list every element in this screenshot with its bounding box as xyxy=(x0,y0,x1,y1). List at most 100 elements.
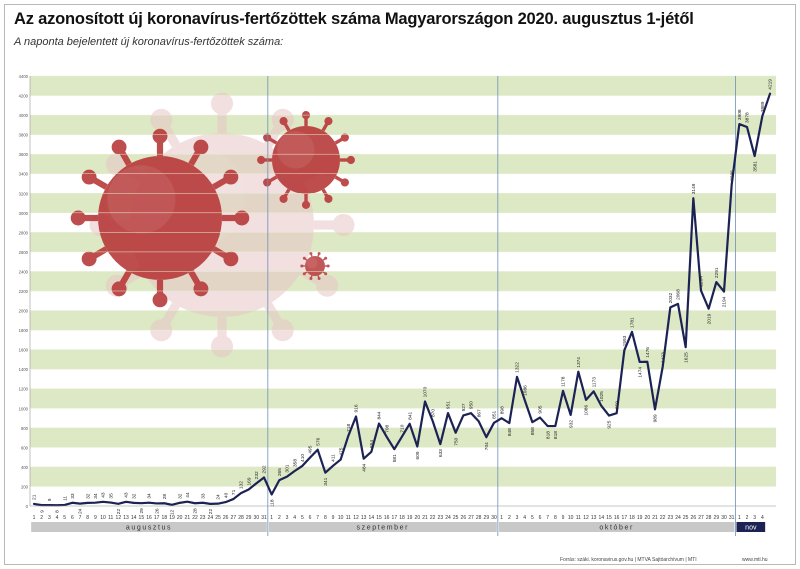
virus-spike-tip xyxy=(257,155,266,165)
virus-spike-tip xyxy=(317,277,321,281)
virus-spike-tip xyxy=(324,117,333,126)
month-bar xyxy=(736,522,766,532)
x-tick-label: 27 xyxy=(698,515,704,521)
x-tick-label: 28 xyxy=(476,515,482,521)
x-tick-label: 8 xyxy=(324,515,327,521)
virus-body xyxy=(98,156,222,280)
data-label: 43 xyxy=(101,492,107,498)
month-bar xyxy=(31,522,267,532)
data-label: 1474 xyxy=(637,367,643,378)
y-tick-label: 400 xyxy=(21,465,29,470)
data-label: 710 xyxy=(400,424,406,432)
x-tick-label: 17 xyxy=(392,515,398,521)
virus-spike-tip xyxy=(263,133,272,142)
data-label: 32 xyxy=(85,493,91,499)
x-tick-label: 11 xyxy=(108,515,113,521)
data-label: 132 xyxy=(239,481,245,489)
virus-highlight xyxy=(306,257,318,269)
virus-spike-tip xyxy=(309,277,313,281)
x-tick-label: 26 xyxy=(223,515,229,521)
x-tick-label: 25 xyxy=(683,515,689,521)
data-label: 33 xyxy=(200,493,206,499)
data-label: 32 xyxy=(177,493,183,499)
x-tick-label: 17 xyxy=(154,515,160,521)
x-tick-label: 9 xyxy=(332,515,335,521)
virus-spike-tip xyxy=(279,194,288,203)
virus-spike-tip xyxy=(193,281,209,297)
data-label: 858 xyxy=(530,427,536,435)
data-label: 927 xyxy=(461,403,467,411)
data-label: 3989 xyxy=(760,101,766,112)
data-label: 1423 xyxy=(660,352,666,363)
virus-spike-tip xyxy=(324,272,328,276)
x-tick-label: 5 xyxy=(63,515,66,521)
data-label: 410 xyxy=(300,454,306,462)
x-tick-label: 24 xyxy=(445,515,451,521)
x-tick-label: 12 xyxy=(353,515,359,521)
y-tick-label: 3800 xyxy=(19,133,29,138)
data-label: 870 xyxy=(430,409,436,417)
series-line xyxy=(32,92,772,507)
virus-icon xyxy=(70,128,250,308)
data-label: 1025 xyxy=(599,391,605,402)
data-label: 2068 xyxy=(676,289,682,300)
x-tick-label: 18 xyxy=(162,515,168,521)
data-label: 925 xyxy=(607,420,613,428)
data-label: 21 xyxy=(32,494,38,500)
x-tick-label: 13 xyxy=(361,515,367,521)
y-tick-label: 1800 xyxy=(19,328,29,333)
x-tick-label: 6 xyxy=(71,515,74,521)
virus-spike-tip xyxy=(332,213,355,237)
virus-spike-tip xyxy=(223,169,239,185)
data-label: 35 xyxy=(108,493,114,499)
virus-spike-tip xyxy=(234,210,250,226)
x-tick-label: 1 xyxy=(738,515,741,521)
data-label: 265 xyxy=(277,468,283,476)
virus-icon xyxy=(257,111,355,209)
virus-spike-tip xyxy=(70,210,86,226)
x-tick-label: 9 xyxy=(562,515,565,521)
data-label: 609 xyxy=(415,451,421,459)
x-tick-label: 10 xyxy=(100,515,106,521)
x-tick-label: 7 xyxy=(546,515,549,521)
x-tick-label: 15 xyxy=(606,515,612,521)
x-tick-label: 21 xyxy=(422,515,428,521)
x-tick-label: 13 xyxy=(591,515,597,521)
data-label: 232 xyxy=(254,471,260,479)
x-tick-label: 18 xyxy=(629,515,635,521)
data-label: 818 xyxy=(553,431,559,439)
y-tick-label: 2600 xyxy=(19,250,29,255)
series-line-path xyxy=(32,92,772,507)
x-tick-label: 16 xyxy=(146,515,152,521)
data-label: 951 xyxy=(446,401,452,409)
y-tick-label: 4000 xyxy=(19,113,29,118)
x-tick-label: 3 xyxy=(286,515,289,521)
x-tick-label: 5 xyxy=(531,515,534,521)
data-label: 301 xyxy=(285,464,291,472)
data-label: 718 xyxy=(346,423,352,431)
x-tick-label: 5 xyxy=(301,515,304,521)
x-tick-label: 3 xyxy=(753,515,756,521)
y-tick-label: 200 xyxy=(21,484,29,489)
data-label: 851 xyxy=(492,410,498,418)
x-tick-label: 19 xyxy=(637,515,643,521)
x-tick-label: 7 xyxy=(79,515,82,521)
virus-body xyxy=(305,256,325,276)
x-tick-label: 4 xyxy=(56,515,59,521)
x-tick-label: 20 xyxy=(645,515,651,521)
data-label: 12 xyxy=(170,510,176,516)
x-tick-label: 24 xyxy=(208,515,214,521)
x-tick-label: 16 xyxy=(384,515,390,521)
data-label: 2204 xyxy=(699,276,705,287)
x-tick-label: 27 xyxy=(231,515,237,521)
x-tick-label: 30 xyxy=(491,515,497,521)
data-label: 34 xyxy=(147,493,153,499)
x-tick-label: 23 xyxy=(668,515,674,521)
y-tick-label: 3200 xyxy=(19,191,29,196)
x-tick-label: 29 xyxy=(484,515,490,521)
x-tick-label: 3 xyxy=(48,515,51,521)
virus-highlight xyxy=(277,131,315,169)
virus-spike-tip xyxy=(302,272,306,276)
